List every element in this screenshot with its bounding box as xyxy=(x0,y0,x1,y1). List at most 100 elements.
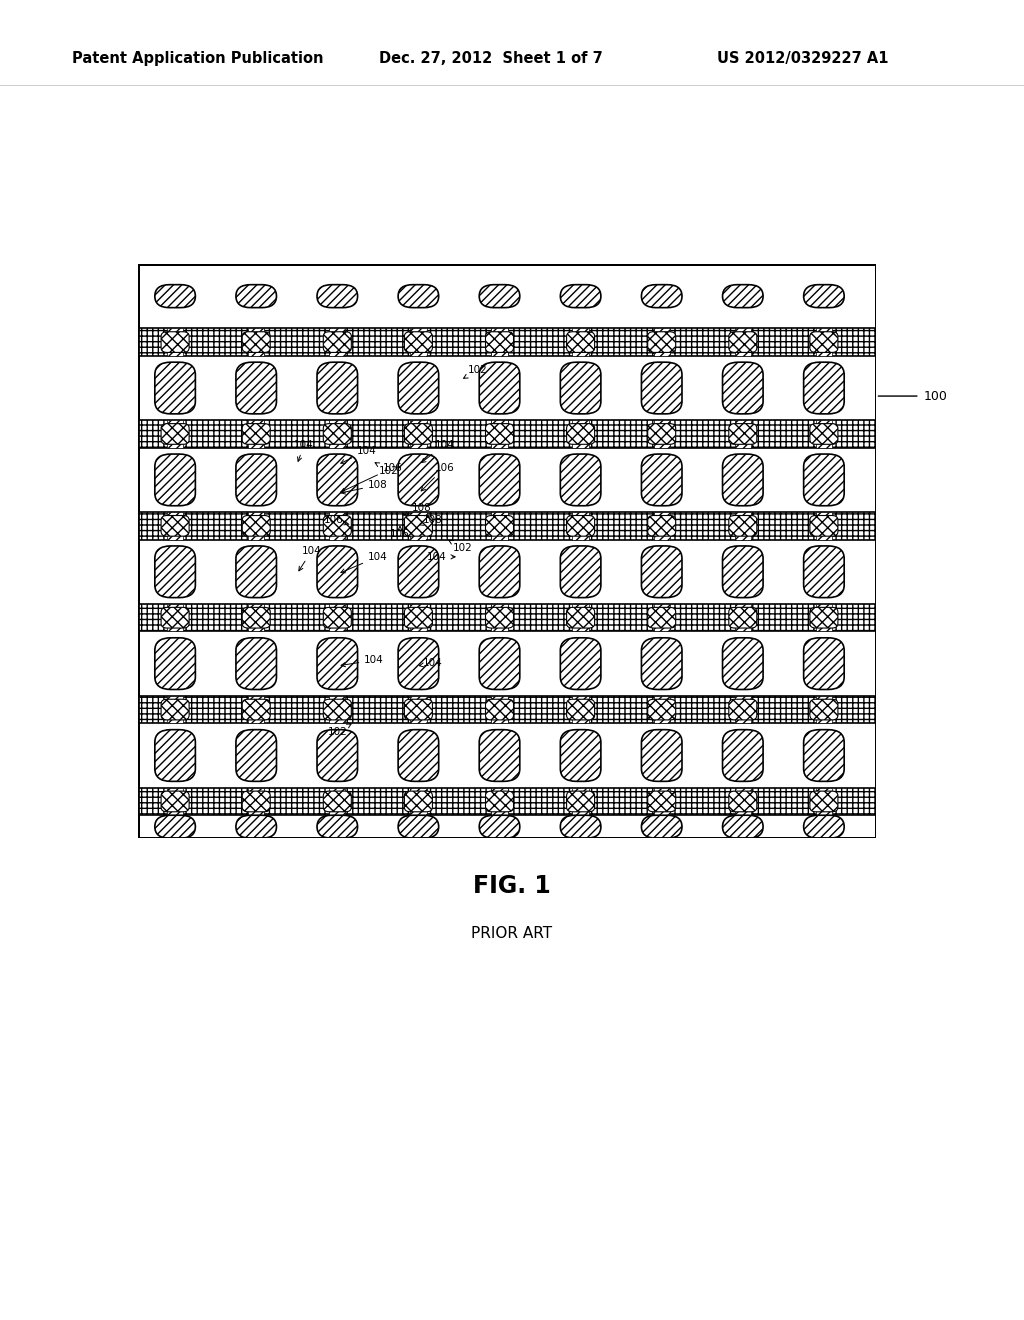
FancyBboxPatch shape xyxy=(648,331,676,352)
FancyBboxPatch shape xyxy=(161,700,189,719)
FancyBboxPatch shape xyxy=(479,638,520,689)
FancyBboxPatch shape xyxy=(804,285,844,308)
Bar xyxy=(653,512,670,540)
FancyBboxPatch shape xyxy=(236,730,276,781)
FancyBboxPatch shape xyxy=(729,516,757,536)
Bar xyxy=(411,329,427,356)
Text: 108: 108 xyxy=(403,503,432,516)
FancyBboxPatch shape xyxy=(729,791,757,812)
FancyBboxPatch shape xyxy=(236,362,276,414)
FancyBboxPatch shape xyxy=(324,791,351,812)
Bar xyxy=(411,512,427,540)
FancyBboxPatch shape xyxy=(398,730,438,781)
Bar xyxy=(248,788,264,816)
FancyBboxPatch shape xyxy=(648,700,676,719)
Bar xyxy=(411,420,427,447)
Text: Dec. 27, 2012  Sheet 1 of 7: Dec. 27, 2012 Sheet 1 of 7 xyxy=(379,50,603,66)
FancyBboxPatch shape xyxy=(155,285,196,308)
FancyBboxPatch shape xyxy=(479,546,520,598)
Text: 108: 108 xyxy=(341,480,388,494)
Bar xyxy=(572,605,589,631)
FancyBboxPatch shape xyxy=(566,607,595,628)
Bar xyxy=(138,696,876,723)
FancyBboxPatch shape xyxy=(404,516,432,536)
FancyBboxPatch shape xyxy=(641,816,682,838)
FancyBboxPatch shape xyxy=(723,638,763,689)
Bar xyxy=(492,696,508,723)
FancyBboxPatch shape xyxy=(317,454,357,506)
FancyBboxPatch shape xyxy=(560,285,601,308)
Bar xyxy=(492,605,508,631)
FancyBboxPatch shape xyxy=(161,516,189,536)
Bar xyxy=(734,696,751,723)
FancyBboxPatch shape xyxy=(324,516,351,536)
FancyBboxPatch shape xyxy=(155,638,196,689)
Bar xyxy=(492,788,508,816)
FancyBboxPatch shape xyxy=(485,516,513,536)
FancyBboxPatch shape xyxy=(566,700,595,719)
FancyBboxPatch shape xyxy=(566,424,595,445)
FancyBboxPatch shape xyxy=(810,791,838,812)
Bar xyxy=(816,420,833,447)
FancyBboxPatch shape xyxy=(648,424,676,445)
Text: 104: 104 xyxy=(299,546,322,570)
Bar xyxy=(734,420,751,447)
FancyBboxPatch shape xyxy=(324,607,351,628)
FancyBboxPatch shape xyxy=(324,700,351,719)
FancyBboxPatch shape xyxy=(243,424,270,445)
Text: 104: 104 xyxy=(427,552,455,562)
Bar xyxy=(572,512,589,540)
Text: 104: 104 xyxy=(422,440,454,462)
Bar xyxy=(734,512,751,540)
Text: 102: 102 xyxy=(375,462,398,475)
Bar xyxy=(167,420,183,447)
FancyBboxPatch shape xyxy=(804,362,844,414)
FancyBboxPatch shape xyxy=(161,331,189,352)
FancyBboxPatch shape xyxy=(243,516,270,536)
FancyBboxPatch shape xyxy=(560,454,601,506)
FancyBboxPatch shape xyxy=(324,331,351,352)
FancyBboxPatch shape xyxy=(479,285,520,308)
FancyBboxPatch shape xyxy=(236,638,276,689)
FancyBboxPatch shape xyxy=(236,816,276,838)
FancyBboxPatch shape xyxy=(317,638,357,689)
Bar xyxy=(572,329,589,356)
FancyBboxPatch shape xyxy=(804,546,844,598)
Bar xyxy=(653,420,670,447)
FancyBboxPatch shape xyxy=(566,791,595,812)
Bar xyxy=(411,605,427,631)
FancyBboxPatch shape xyxy=(648,516,676,536)
FancyBboxPatch shape xyxy=(161,791,189,812)
FancyBboxPatch shape xyxy=(729,331,757,352)
FancyBboxPatch shape xyxy=(810,607,838,628)
Bar xyxy=(138,329,876,356)
FancyBboxPatch shape xyxy=(560,816,601,838)
FancyBboxPatch shape xyxy=(404,700,432,719)
FancyBboxPatch shape xyxy=(479,816,520,838)
Bar xyxy=(653,605,670,631)
FancyBboxPatch shape xyxy=(243,607,270,628)
FancyBboxPatch shape xyxy=(243,331,270,352)
Bar xyxy=(329,329,345,356)
FancyBboxPatch shape xyxy=(155,454,196,506)
Text: 106: 106 xyxy=(390,525,410,539)
FancyBboxPatch shape xyxy=(641,546,682,598)
FancyBboxPatch shape xyxy=(729,700,757,719)
Bar xyxy=(248,420,264,447)
Text: 108: 108 xyxy=(420,515,443,525)
FancyBboxPatch shape xyxy=(155,730,196,781)
Text: 104: 104 xyxy=(341,552,388,573)
Text: 104: 104 xyxy=(341,655,384,667)
Bar xyxy=(734,605,751,631)
FancyBboxPatch shape xyxy=(648,607,676,628)
Bar xyxy=(411,696,427,723)
FancyBboxPatch shape xyxy=(566,331,595,352)
FancyBboxPatch shape xyxy=(404,331,432,352)
FancyBboxPatch shape xyxy=(810,700,838,719)
FancyBboxPatch shape xyxy=(398,285,438,308)
FancyBboxPatch shape xyxy=(243,700,270,719)
Text: 102: 102 xyxy=(449,540,472,553)
Text: 106: 106 xyxy=(324,515,349,525)
FancyBboxPatch shape xyxy=(317,730,357,781)
FancyBboxPatch shape xyxy=(155,362,196,414)
